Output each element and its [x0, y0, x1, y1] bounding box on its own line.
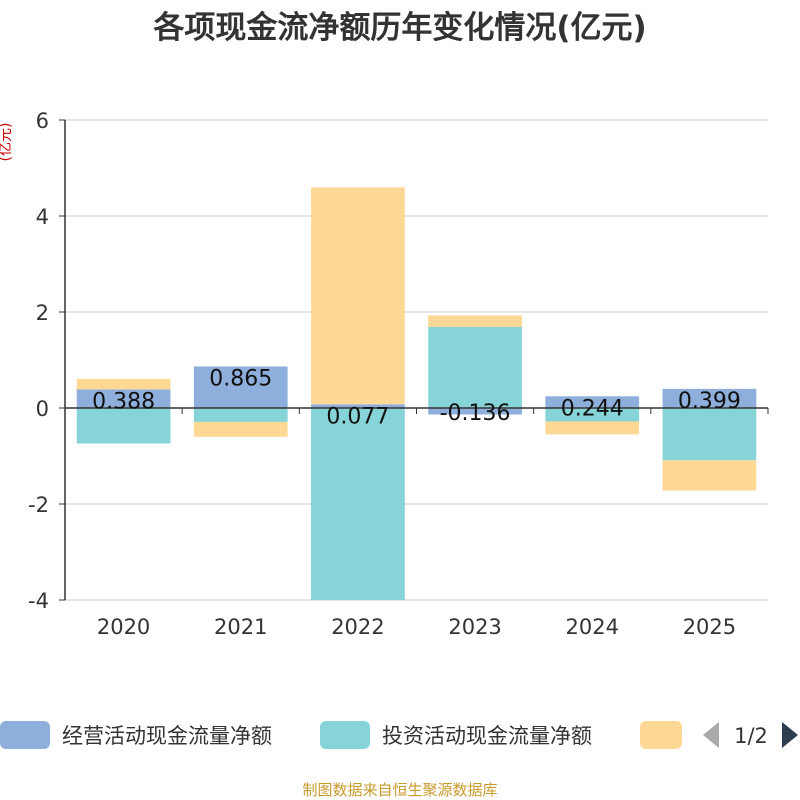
- bars: [76, 187, 757, 600]
- y-tick-label: 4: [36, 205, 49, 229]
- bar-segment: [193, 366, 288, 408]
- y-tick-label: 0: [36, 397, 49, 421]
- legend-item[interactable]: [640, 721, 682, 749]
- legend-swatch: [640, 721, 682, 749]
- legend-swatch: [320, 721, 370, 749]
- bar-segment: [193, 408, 288, 422]
- x-tick-label: 2021: [214, 615, 267, 639]
- bar-segment: [428, 408, 522, 415]
- bar-segment: [193, 421, 288, 437]
- data-label: 0.388: [92, 389, 155, 414]
- bar-segment: [662, 388, 757, 408]
- legend-swatch: [0, 721, 50, 749]
- bar-segment: [311, 404, 405, 408]
- data-label: 0.399: [678, 389, 741, 414]
- y-axis-unit: (亿元): [0, 123, 14, 162]
- legend-page-indicator: 1/2: [734, 724, 768, 748]
- legend-item[interactable]: 经营活动现金流量净额: [0, 721, 272, 749]
- bar-segment: [311, 187, 405, 405]
- bar-segment: [545, 421, 640, 435]
- bar-segment: [662, 408, 757, 461]
- source-note: 制图数据来自恒生聚源数据库: [302, 781, 497, 799]
- y-tick-label: -4: [28, 589, 49, 613]
- bar-segment: [76, 408, 171, 444]
- bar-segment: [311, 408, 405, 600]
- legend-prev-page-icon[interactable]: [703, 722, 719, 748]
- bar-segment: [428, 315, 522, 327]
- y-tick-label: 2: [36, 301, 49, 325]
- x-tick-label: 2023: [448, 615, 501, 639]
- x-tick-label: 2020: [97, 615, 150, 639]
- legend[interactable]: 经营活动现金流量净额 投资活动现金流量净额 1/2: [0, 721, 798, 749]
- data-label: -0.136: [440, 401, 511, 426]
- y-tick-label: 6: [36, 109, 49, 133]
- legend-item[interactable]: 投资活动现金流量净额: [320, 721, 592, 749]
- bar-segment: [428, 326, 522, 408]
- legend-label: 经营活动现金流量净额: [62, 724, 272, 748]
- gridlines: [65, 119, 768, 601]
- data-label: 0.244: [561, 396, 624, 421]
- data-labels: 0.388 0.865 0.077 -0.136 0.244 0.399: [92, 366, 741, 429]
- data-label: 0.077: [326, 404, 389, 429]
- bar-segment: [545, 396, 640, 408]
- x-tick-label: 2024: [566, 615, 619, 639]
- chart-title: 各项现金流净额历年变化情况(亿元): [152, 10, 646, 46]
- bar-segment: [76, 378, 171, 390]
- legend-label: 投资活动现金流量净额: [382, 724, 592, 748]
- axes: 6 4 2 0 -2 -4 2020 2021 2022 2023 2024 2025: [28, 109, 769, 639]
- y-tick-label: -2: [28, 493, 49, 517]
- bar-segment: [76, 389, 171, 408]
- bar-segment: [662, 460, 757, 491]
- data-label: 0.865: [209, 366, 272, 391]
- x-tick-label: 2025: [683, 615, 736, 639]
- legend-next-page-icon[interactable]: [782, 722, 798, 748]
- x-tick-label: 2022: [331, 615, 384, 639]
- bar-segment: [545, 408, 640, 422]
